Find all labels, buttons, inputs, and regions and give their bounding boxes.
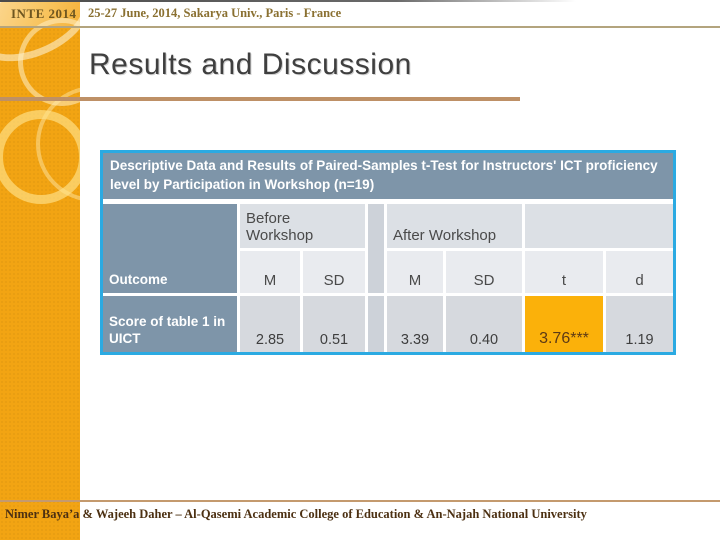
- group-header-empty: [525, 204, 673, 248]
- circle-decoration: [0, 110, 80, 204]
- group-header-before-workshop: Before Workshop: [240, 204, 365, 248]
- footer-authors: Nimer Baya’a & Wajeeh Daher – Al-Qasemi …: [5, 507, 587, 521]
- group-header-after-workshop: After Workshop: [387, 204, 522, 248]
- table-caption: Descriptive Data and Results of Paired-S…: [103, 153, 673, 199]
- conference-info: 25-27 June, 2014, Sakarya Univ., Paris -…: [88, 6, 342, 20]
- table-grid: Outcome Before Workshop After Workshop M…: [103, 204, 673, 352]
- left-decorative-strip: [0, 0, 80, 540]
- column-header-t: t: [525, 251, 603, 293]
- row-header-score: Score of table 1 in UICT: [103, 296, 237, 352]
- column-header-before-sd: SD: [303, 251, 365, 293]
- footer-divider-line: [0, 500, 720, 502]
- separator-cell: [368, 296, 384, 352]
- column-header-d: d: [606, 251, 673, 293]
- separator-column: [368, 204, 384, 293]
- results-table: Descriptive Data and Results of Paired-S…: [100, 150, 676, 355]
- column-header-after-m: M: [387, 251, 443, 293]
- header-band: INTE 2014 25-27 June, 2014, Sakarya Univ…: [0, 2, 720, 26]
- value-before-m: 2.85: [240, 296, 300, 352]
- column-header-before-m: M: [240, 251, 300, 293]
- header-divider-line: [0, 26, 720, 28]
- conference-badge: INTE 2014: [11, 6, 77, 21]
- title-underline: [0, 97, 520, 101]
- column-header-outcome: Outcome: [103, 204, 237, 293]
- value-after-sd: 0.40: [446, 296, 522, 352]
- caption-table-gap: [103, 199, 673, 204]
- value-d: 1.19: [606, 296, 673, 352]
- value-before-sd: 0.51: [303, 296, 365, 352]
- value-after-m: 3.39: [387, 296, 443, 352]
- column-header-after-sd: SD: [446, 251, 522, 293]
- circle-decoration: [18, 18, 80, 106]
- value-t-highlighted: 3.76***: [525, 296, 603, 352]
- page-title: Results and Discussion: [89, 48, 412, 81]
- top-edge-line: [0, 0, 720, 2]
